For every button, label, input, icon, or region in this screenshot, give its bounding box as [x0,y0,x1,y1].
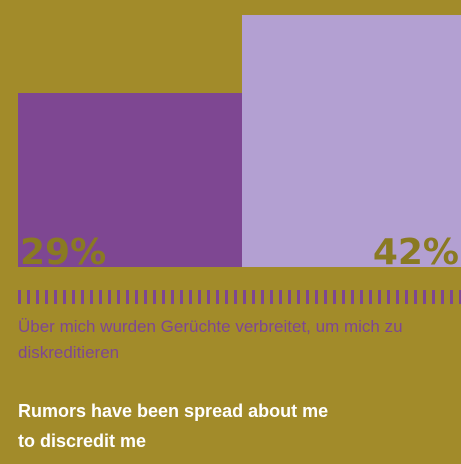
label-english: Rumors have been spread about me to disc… [18,401,329,451]
bar-2 [242,15,461,267]
value-labels-group: 29% 42% [20,232,459,270]
bar-chart: 29% 42% [18,15,461,270]
bars-group [18,15,461,267]
value-label-2: 42% [373,232,459,270]
tick-strip [18,290,461,304]
value-label-1: 29% [20,232,106,270]
label-german: Über mich wurden Gerüchte verbreitet, um… [18,317,403,362]
bar-1 [18,93,243,267]
